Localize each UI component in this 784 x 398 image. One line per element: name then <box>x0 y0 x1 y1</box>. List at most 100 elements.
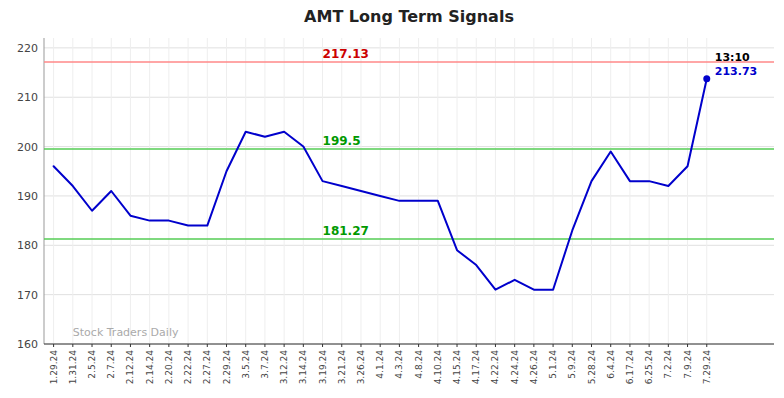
x-tick <box>322 344 323 347</box>
y-tick-label: 220 <box>17 42 38 55</box>
x-tick <box>207 344 208 347</box>
grid-line-x <box>341 38 342 344</box>
grid-line-x <box>495 38 496 344</box>
grid-line-y <box>44 47 774 48</box>
signal-line <box>44 61 774 62</box>
x-tick <box>457 344 458 347</box>
x-tick <box>264 344 265 347</box>
grid-line-x <box>380 38 381 344</box>
x-tick <box>706 344 707 347</box>
watermark: Stock Traders Daily <box>73 326 179 339</box>
grid-line-y <box>44 195 774 196</box>
x-tick <box>284 344 285 347</box>
last-annotation: 213.73 <box>715 65 757 78</box>
grid-line-x <box>207 38 208 344</box>
grid-line-x <box>226 38 227 344</box>
x-tick <box>629 344 630 347</box>
grid-line-x <box>649 38 650 344</box>
x-tick-label: 6.25.24 <box>644 350 654 385</box>
grid-line-x <box>629 38 630 344</box>
x-tick <box>72 344 73 347</box>
x-tick-label: 2.22.24 <box>183 350 193 385</box>
x-tick <box>476 344 477 347</box>
x-tick-label: 2.7.24 <box>106 350 116 379</box>
signal-label: 199.5 <box>323 134 361 148</box>
grid-line-x <box>553 38 554 344</box>
x-tick-label: 3.7.24 <box>260 350 270 379</box>
x-tick-label: 3.5.24 <box>241 350 251 379</box>
x-tick-label: 5.9.24 <box>567 350 577 379</box>
grid-line-x <box>476 38 477 344</box>
x-tick <box>360 344 361 347</box>
x-tick-label: 4.26.24 <box>529 350 539 385</box>
grid-line-x <box>418 38 419 344</box>
x-tick-label: 6.4.24 <box>606 350 616 379</box>
x-tick-label: 7.29.24 <box>702 350 712 385</box>
x-tick-label: 3.19.24 <box>318 350 328 385</box>
grid-line-x <box>687 38 688 344</box>
x-tick <box>111 344 112 347</box>
x-tick-label: 4.3.24 <box>394 350 404 379</box>
y-tick-label: 200 <box>17 141 38 154</box>
grid-line-x <box>610 38 611 344</box>
x-tick-label: 3.12.24 <box>279 350 289 385</box>
grid-line-x <box>168 38 169 344</box>
grid-line-x <box>533 38 534 344</box>
x-tick-label: 3.14.24 <box>298 350 308 385</box>
last-annotation: 13:10 <box>715 51 750 64</box>
x-tick-label: 4.15.24 <box>452 350 462 385</box>
grid-line-x <box>53 38 54 344</box>
grid-line-x <box>668 38 669 344</box>
x-tick <box>226 344 227 347</box>
grid-line-x <box>264 38 265 344</box>
signal-label: 217.13 <box>323 47 369 61</box>
x-tick <box>668 344 669 347</box>
title: AMT Long Term Signals <box>304 7 514 26</box>
x-tick <box>380 344 381 347</box>
x-tick <box>649 344 650 347</box>
last-point <box>703 75 710 82</box>
x-tick <box>245 344 246 347</box>
signal-label: 181.27 <box>323 224 369 238</box>
x-tick-label: 7.2.24 <box>663 350 673 379</box>
x-tick <box>303 344 304 347</box>
grid-line-x <box>303 38 304 344</box>
x-tick <box>572 344 573 347</box>
x-tick <box>591 344 592 347</box>
x-tick-label: 4.24.24 <box>510 350 520 385</box>
x-tick-label: 4.22.24 <box>490 350 500 385</box>
x-tick-label: 3.26.24 <box>356 350 366 385</box>
price-line <box>54 79 707 290</box>
plot-marks <box>44 62 774 290</box>
x-tick-label: 2.20.24 <box>164 350 174 385</box>
x-tick <box>418 344 419 347</box>
y-tick-label: 160 <box>17 338 38 351</box>
x-tick <box>399 344 400 347</box>
y-tick-label: 180 <box>17 239 38 252</box>
x-tick <box>168 344 169 347</box>
x-tick-label: 4.17.24 <box>471 350 481 385</box>
x-tick-label: 2.5.24 <box>87 350 97 379</box>
x-tick <box>553 344 554 347</box>
x-tick <box>53 344 54 347</box>
y-tick-label: 210 <box>17 91 38 104</box>
grid-line-x <box>245 38 246 344</box>
x-tick <box>687 344 688 347</box>
x-tick-label: 2.29.24 <box>222 350 232 385</box>
y-axis-line <box>44 38 45 344</box>
x-tick-label: 2.14.24 <box>145 350 155 385</box>
x-tick-label: 3.21.24 <box>337 350 347 385</box>
grid-line-y <box>44 146 774 147</box>
x-tick <box>130 344 131 347</box>
grid-line-y <box>44 245 774 246</box>
grid-line-x <box>399 38 400 344</box>
x-tick <box>437 344 438 347</box>
y-tick-label: 190 <box>17 190 38 203</box>
grid-line-x <box>514 38 515 344</box>
signal-line <box>44 238 774 239</box>
x-tick-label: 7.9.24 <box>683 350 693 379</box>
x-tick-label: 4.10.24 <box>433 350 443 385</box>
x-tick <box>495 344 496 347</box>
y-tick-label: 170 <box>17 289 38 302</box>
grid-line-x <box>591 38 592 344</box>
